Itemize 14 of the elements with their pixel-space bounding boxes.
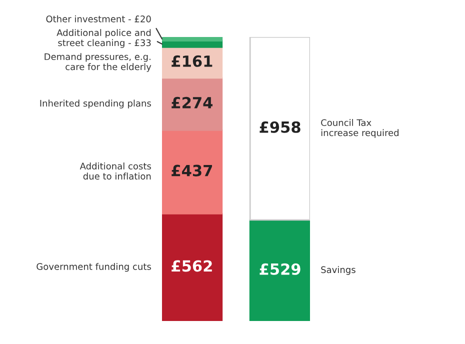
data-label: £437 (172, 164, 212, 176)
data-label: £562 (172, 260, 212, 272)
text: Other investment - £20 (46, 15, 151, 22)
series-label: Additional police and street cleaning - £33 (56, 29, 151, 48)
series-label: Council Tax increase required (321, 119, 398, 138)
series-label: Savings (321, 266, 356, 275)
series-label: Government funding cuts (36, 262, 151, 272)
data-label: £958 (260, 121, 300, 133)
series-label: Additional costs due to inflation (80, 162, 151, 180)
data-label: £161 (172, 55, 212, 67)
series-label: Demand pressures, e.g. care for the elderly (44, 53, 152, 72)
data-label: £274 (172, 96, 213, 108)
series-label: Inherited spending plans (40, 100, 151, 108)
data-label: £529 (260, 263, 300, 275)
